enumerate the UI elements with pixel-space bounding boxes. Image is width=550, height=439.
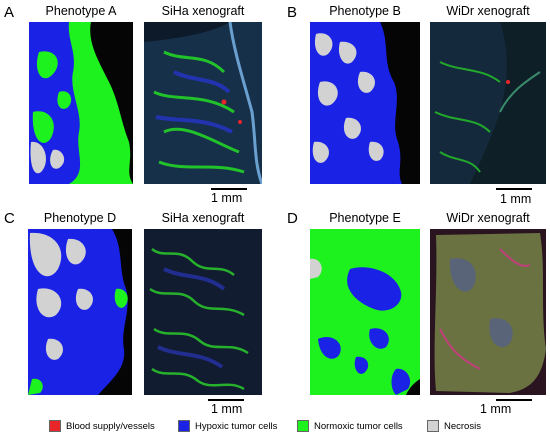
- phenotype-d-title: Phenotype D: [43, 211, 117, 225]
- legend-item-blood-supply: Blood supply/vessels: [49, 419, 155, 433]
- legend-item-normoxic: Normoxic tumor cells: [297, 419, 403, 433]
- legend-label-necrosis: Necrosis: [444, 420, 481, 432]
- phenotype-b-title: Phenotype B: [329, 4, 401, 18]
- widr-xenograft-image-d: [430, 229, 546, 395]
- legend-item-hypoxic: Hypoxic tumor cells: [178, 419, 277, 433]
- phenotype-b-image: [310, 22, 420, 184]
- phenotype-a-title: Phenotype A: [45, 4, 117, 18]
- panel-letter-d: D: [287, 210, 298, 227]
- scale-bar-d: [496, 399, 532, 401]
- siha-xenograft-image-a: [144, 22, 262, 184]
- siha-xenograft-image-c: [144, 229, 262, 395]
- legend-swatch-hypoxic: [178, 420, 190, 432]
- legend-swatch-blood-supply: [49, 420, 61, 432]
- phenotype-e-title: Phenotype E: [329, 211, 401, 225]
- widr-xenograft-title-b: WiDr xenograft: [446, 4, 530, 18]
- scale-bar-c: [208, 399, 244, 401]
- scale-label-c: 1 mm: [211, 402, 243, 416]
- scale-label-b: 1 mm: [500, 192, 532, 206]
- panel-letter-c: C: [4, 210, 15, 227]
- phenotype-d-image: [28, 229, 132, 395]
- phenotype-e-image: [310, 229, 420, 395]
- scale-label-a: 1 mm: [211, 191, 243, 205]
- widr-xenograft-image-b: [430, 22, 546, 184]
- widr-xenograft-title-d: WiDr xenograft: [446, 211, 530, 225]
- siha-xenograft-title-a: SiHa xenograft: [161, 4, 245, 18]
- panel-letter-b: B: [287, 4, 298, 21]
- scale-bar-b: [496, 188, 532, 190]
- legend-swatch-necrosis: [427, 420, 439, 432]
- panel-letter-a: A: [4, 4, 15, 21]
- legend-swatch-normoxic: [297, 420, 309, 432]
- legend-label-blood-supply: Blood supply/vessels: [66, 420, 155, 432]
- scale-label-d: 1 mm: [480, 402, 512, 416]
- legend-label-normoxic: Normoxic tumor cells: [314, 420, 403, 432]
- phenotype-a-image: [29, 22, 133, 184]
- legend-item-necrosis: Necrosis: [427, 419, 481, 433]
- scale-bar-a: [211, 188, 247, 190]
- siha-xenograft-title-c: SiHa xenograft: [161, 211, 245, 225]
- legend-label-hypoxic: Hypoxic tumor cells: [195, 420, 278, 432]
